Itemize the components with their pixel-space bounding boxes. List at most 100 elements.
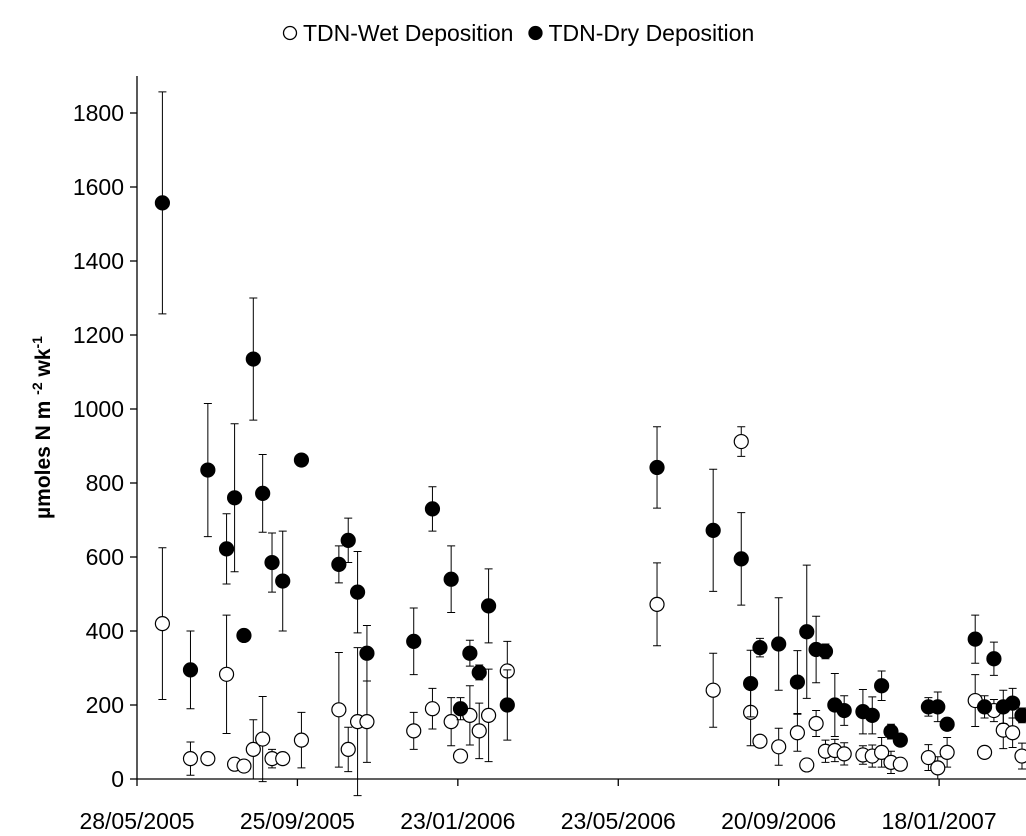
data-point [836,702,852,719]
data-point [275,751,291,767]
data-point [154,615,170,632]
data-point [743,675,759,692]
data-point [245,351,261,367]
data-point [789,674,806,690]
legend: TDN-Wet Deposition TDN-Dry Deposition [282,20,754,46]
data-point [424,701,441,717]
legend-label: TDN-Wet Deposition [303,20,513,46]
data-point [976,699,993,715]
y-axis-label-part: wk [32,348,55,382]
data-point [471,664,487,681]
data-point [705,682,721,698]
data-point [733,551,749,567]
y-tick-label: 1600 [73,174,124,200]
data-point [789,725,806,741]
y-tick-label: 0 [111,766,124,792]
x-tick-label: 23/01/2006 [400,808,515,834]
data-point [771,739,787,755]
data-point [976,744,993,760]
y-tick-label: 600 [86,544,124,570]
data-point [264,554,280,571]
data-point [771,636,787,652]
data-point [452,701,469,717]
data-point [480,598,497,614]
data-point [733,433,749,450]
x-tick-label: 18/01/2007 [882,808,997,834]
data-point [499,697,515,713]
data-point [874,678,890,694]
data-point [443,571,459,587]
x-tick-label: 23/05/2006 [561,808,676,834]
data-point [275,573,291,589]
data-point [424,501,441,517]
data-point [817,643,834,659]
data-point [236,627,252,644]
data-point [443,714,459,730]
y-tick-label: 1400 [73,248,124,274]
data-point [218,666,235,682]
data-point [255,485,271,501]
data-point [359,714,375,730]
data-point [406,633,422,649]
data-point [874,744,890,760]
data-point [462,645,478,661]
data-point [245,741,261,758]
data-point [752,640,768,656]
x-tick-label: 20/09/2006 [721,808,836,834]
data-point [255,731,271,747]
data-point [359,645,375,661]
series [154,91,1026,748]
y-tick-label: 1000 [73,396,124,422]
data-point [1014,707,1026,723]
data-point [293,732,310,748]
data-point [406,723,422,739]
legend-label: TDN-Dry Deposition [548,20,754,46]
data-point [920,749,937,766]
y-axis-label-part: µmoles N m [32,395,55,519]
x-tick-label: 28/05/2005 [79,808,194,834]
data-point [799,624,815,640]
data-point [649,459,665,476]
data-point [808,715,824,732]
y-axis-label-part: -1 [29,336,45,349]
data-point [471,723,487,739]
data-point [1005,725,1021,741]
data-point [930,760,946,776]
data-point [340,741,356,758]
data-point [939,716,955,732]
data-point [331,702,347,718]
data-point [799,757,815,773]
data-point [200,462,216,478]
series [154,426,1026,797]
data-point [752,733,768,749]
legend-marker [282,25,298,41]
y-tick-label: 1800 [73,100,124,126]
data-point [836,746,852,762]
y-axis-label: µmoles N m -2 wk-1 [29,336,55,519]
data-point [939,744,955,760]
data-point [892,732,908,748]
data-point [883,724,899,740]
y-tick-label: 200 [86,692,124,718]
data-point [452,748,469,764]
data-point [480,707,497,723]
data-point [649,596,665,612]
data-point [1005,695,1021,711]
data-point [340,532,356,548]
y-axis-label-part: -2 [29,382,45,395]
data-point [349,584,366,600]
data-point [967,631,983,647]
data-point [182,662,199,678]
data-point [864,707,880,723]
y-tick-label: 1200 [73,322,124,348]
data-point [331,556,347,573]
data-point [1014,748,1026,764]
data-point [226,490,243,506]
data-point [218,541,235,557]
data-point [154,195,170,211]
data-point [200,751,216,767]
data-point [705,522,721,538]
x-tick-label: 25/09/2005 [240,808,355,834]
data-point [293,452,310,468]
